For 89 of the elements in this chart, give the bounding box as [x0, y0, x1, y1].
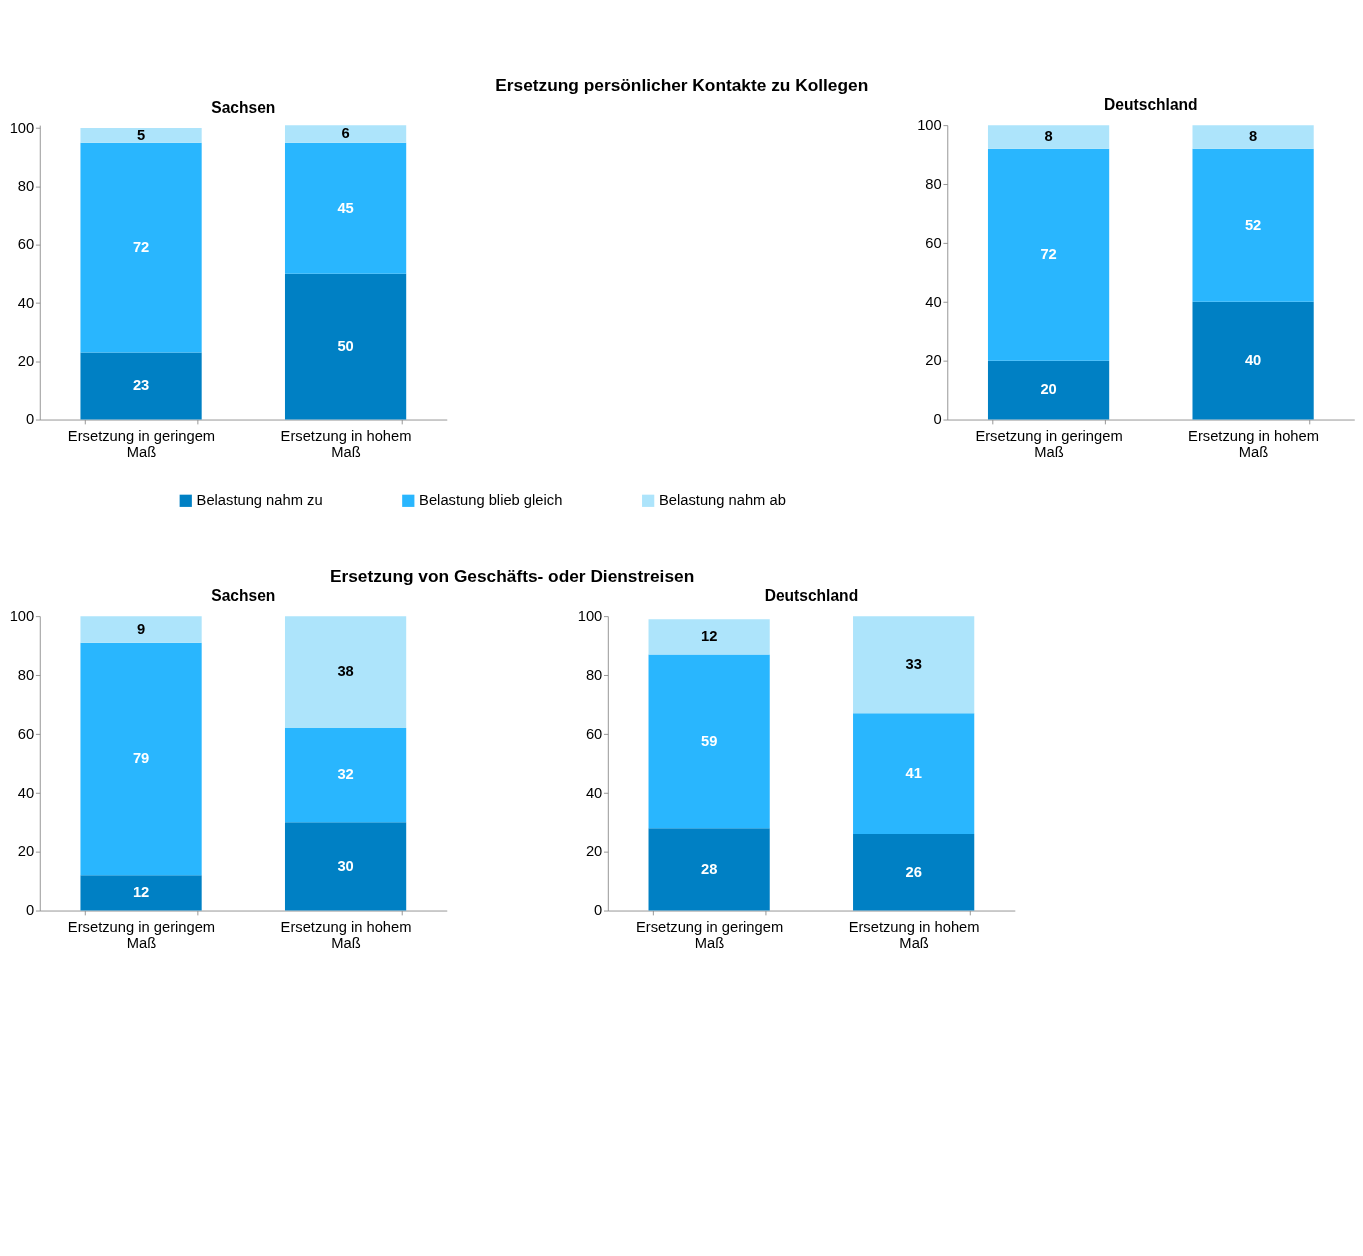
- data-label: 5: [136, 126, 146, 143]
- y-tick-label: 60: [17, 725, 35, 742]
- bar: [1192, 301, 1314, 420]
- data-label: 32: [337, 766, 354, 783]
- y-tick-label: 20: [585, 843, 603, 860]
- bar: [284, 822, 407, 911]
- x-tick-label: Ersetzung in geringem Maß: [635, 918, 784, 952]
- bar: [1192, 148, 1314, 302]
- data-label: 30: [337, 857, 354, 874]
- y-tick-label: 100: [9, 607, 35, 624]
- x-tick-label: Ersetzung in geringem Maß: [975, 427, 1123, 461]
- bar: [648, 619, 770, 655]
- bar: [284, 273, 407, 420]
- data-label: 72: [1040, 246, 1057, 263]
- data-label: 12: [132, 884, 150, 901]
- y-tick-label: 40: [17, 784, 35, 801]
- y-tick-label: 100: [917, 116, 942, 133]
- chart-title: Sachsen: [211, 587, 276, 605]
- y-tick-label: 40: [925, 293, 942, 310]
- bar: [284, 616, 407, 729]
- bar: [80, 128, 202, 143]
- data-label: 20: [1040, 381, 1057, 398]
- y-tick-label: 0: [26, 411, 35, 428]
- bar: [987, 360, 1110, 420]
- data-label: 79: [132, 750, 150, 767]
- bar: [80, 352, 202, 420]
- y-tick-label: 80: [925, 175, 942, 192]
- data-label: 40: [1244, 352, 1262, 369]
- y-tick-label: 100: [9, 119, 35, 136]
- data-label: 72: [132, 238, 150, 255]
- bar: [80, 875, 202, 911]
- x-tick-label: Ersetzung in hohem Maß: [1188, 427, 1319, 461]
- legend-label: Belastung nahm zu: [196, 492, 323, 509]
- legend-label: Belastung nahm ab: [658, 492, 786, 509]
- y-tick-label: 0: [26, 902, 35, 919]
- data-label: 50: [337, 338, 354, 355]
- y-tick-label: 80: [17, 666, 35, 683]
- bar: [1192, 125, 1314, 149]
- bar: [648, 828, 770, 911]
- text: Ersetzung von Geschäfts- oder Dienstreisen: [329, 566, 695, 587]
- bar: [853, 834, 975, 911]
- data-label: 12: [700, 628, 718, 645]
- x-tick-label: Ersetzung in hohem Maß: [280, 918, 412, 952]
- data-label: 38: [337, 663, 354, 680]
- data-label: 28: [700, 860, 718, 877]
- y-tick-label: 60: [925, 234, 942, 251]
- data-label: 41: [905, 765, 922, 782]
- chart-title: Deutschland: [764, 587, 859, 605]
- bar: [987, 125, 1110, 149]
- y-tick-label: 80: [585, 666, 603, 683]
- bar: [648, 654, 770, 829]
- y-tick-label: 0: [594, 902, 603, 919]
- y-tick-label: 20: [925, 352, 942, 369]
- legend-label: Belastung blieb gleich: [419, 492, 563, 509]
- bar: [284, 125, 407, 143]
- bar: [80, 142, 202, 353]
- y-tick-label: 20: [17, 353, 35, 370]
- bar: [853, 616, 975, 714]
- text: Ersetzung persönlicher Kontakte zu Kollegen: [495, 75, 869, 96]
- data-label: 26: [905, 863, 922, 880]
- bar: [284, 728, 407, 823]
- data-label: 52: [1244, 216, 1262, 233]
- chart-title: Deutschland: [1104, 96, 1198, 114]
- data-label: 6: [341, 125, 350, 142]
- bar: [853, 713, 975, 835]
- bar: [80, 616, 202, 643]
- y-tick-label: 100: [577, 607, 603, 624]
- x-tick-label: Ersetzung in hohem Maß: [848, 918, 980, 952]
- data-label: 33: [905, 656, 922, 673]
- data-label: 59: [700, 732, 718, 749]
- x-tick-label: Ersetzung in geringem Maß: [67, 427, 216, 461]
- data-label: 23: [132, 377, 150, 394]
- data-label: 45: [337, 199, 354, 216]
- y-tick-label: 20: [17, 843, 35, 860]
- bar: [284, 142, 407, 274]
- bar: [987, 148, 1110, 361]
- data-label: 8: [1249, 128, 1258, 145]
- chart-title: Sachsen: [211, 99, 276, 117]
- y-tick-label: 60: [585, 725, 603, 742]
- y-tick-label: 40: [585, 784, 603, 801]
- bar: [80, 642, 202, 876]
- y-tick-label: 60: [17, 236, 35, 253]
- data-label: 8: [1044, 128, 1053, 145]
- x-tick-label: Ersetzung in hohem Maß: [280, 427, 412, 461]
- y-tick-label: 80: [17, 178, 35, 195]
- data-label: 9: [136, 620, 146, 637]
- y-tick-label: 0: [933, 411, 942, 428]
- y-tick-label: 40: [17, 294, 35, 311]
- x-tick-label: Ersetzung in geringem Maß: [67, 918, 216, 952]
